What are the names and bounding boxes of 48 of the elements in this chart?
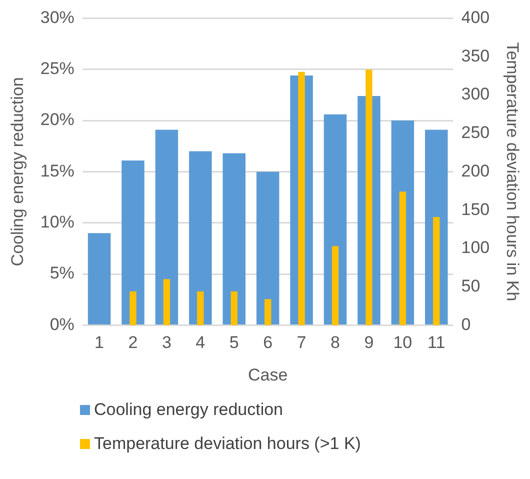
y2-tick-label: 150 <box>461 200 490 219</box>
y2-tick-label: 50 <box>461 276 480 296</box>
bar <box>88 233 111 324</box>
x-tick-label: 3 <box>162 333 172 352</box>
bar <box>222 153 246 324</box>
y-axis-title: Cooling energy reduction <box>8 77 27 266</box>
y-tick-label: 20% <box>40 110 74 130</box>
x-tick-label: 10 <box>393 333 412 352</box>
y-tick-label: 25% <box>40 59 74 78</box>
bar <box>298 72 305 326</box>
x-tick-label: 6 <box>263 333 273 352</box>
x-tick-label: 9 <box>364 333 374 352</box>
x-axis-title: Case <box>248 365 288 384</box>
legend-label: Cooling energy reduction <box>94 400 284 420</box>
y2-tick-label: 400 <box>461 8 490 27</box>
bar <box>264 299 272 326</box>
x-tick-label: 5 <box>229 333 239 352</box>
x-tick-label: 7 <box>296 333 306 352</box>
y-tick-label: 15% <box>40 161 74 180</box>
bar <box>122 160 144 324</box>
y-tick-label: 0% <box>50 314 74 334</box>
x-tick-label: 4 <box>196 333 206 352</box>
bar <box>399 192 406 326</box>
y2-tick-label: 300 <box>461 84 490 104</box>
y-tick-label: 30% <box>40 8 74 27</box>
bar <box>130 291 136 326</box>
x-tick-label: 2 <box>128 333 138 352</box>
bar <box>197 291 204 326</box>
bar <box>189 151 212 324</box>
y2-tick-label: 350 <box>461 46 490 66</box>
bar <box>433 216 440 326</box>
x-tick-label: 1 <box>94 333 104 352</box>
y-tick-label: 5% <box>50 264 74 283</box>
y2-tick-label: 200 <box>461 161 490 180</box>
x-tick-label: 11 <box>428 333 446 352</box>
x-tick-label: 8 <box>330 333 340 352</box>
y-tick-label: 10% <box>40 212 74 232</box>
y2-axis-title: Temperature deviation hours in Kh <box>503 42 522 302</box>
y2-tick-label: 100 <box>461 238 490 258</box>
bar <box>230 291 238 326</box>
bar <box>332 246 339 326</box>
bar <box>366 70 372 326</box>
bar <box>256 172 280 324</box>
bar <box>163 279 170 326</box>
y2-tick-label: 250 <box>461 123 490 142</box>
y2-tick-label: 0 <box>461 314 471 334</box>
legend-label: Temperature deviation hours (>1 K) <box>94 434 361 454</box>
bar <box>155 130 178 324</box>
